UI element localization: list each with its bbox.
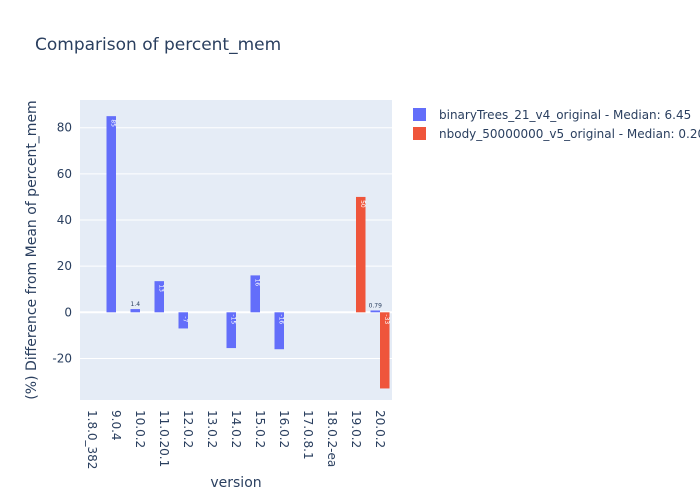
y-tick-label: 80: [57, 121, 72, 135]
bar-data-label: 0.79: [369, 302, 383, 309]
chart-title: Comparison of percent_mem: [35, 35, 281, 55]
bar-data-label: 16: [253, 279, 260, 287]
y-tick-label: 0: [64, 305, 72, 319]
x-tick-label: 19.0.2: [349, 410, 363, 448]
legend-label: nbody_50000000_v5_original - Median: 0.2…: [439, 127, 700, 141]
x-tick-label: 9.0.4: [109, 410, 123, 441]
bars: [106, 116, 390, 389]
x-tick-label: 12.0.2: [181, 410, 195, 448]
y-tick-label: 60: [57, 167, 72, 181]
bar[interactable]: [178, 312, 189, 329]
bar[interactable]: [226, 312, 237, 349]
legend[interactable]: binaryTrees_21_v4_original - Median: 6.4…: [413, 108, 700, 141]
legend-label: binaryTrees_21_v4_original - Median: 6.4…: [439, 108, 691, 122]
bar[interactable]: [370, 310, 381, 313]
bar[interactable]: [130, 309, 141, 313]
bar-data-label: 50: [359, 200, 366, 208]
legend-item[interactable]: nbody_50000000_v5_original - Median: 0.2…: [413, 127, 700, 141]
x-tick-label: 20.0.2: [373, 410, 387, 448]
bar[interactable]: [274, 312, 285, 350]
bar-data-label: -7: [181, 316, 188, 322]
bar[interactable]: [106, 116, 117, 313]
bar[interactable]: [250, 275, 261, 313]
x-tick-label: 11.0.20.1: [157, 410, 171, 467]
plot-background: [80, 100, 392, 400]
bar-data-label: 13: [157, 284, 164, 292]
y-tick-label: -20: [52, 351, 72, 365]
x-tick-label: 13.0.2: [205, 410, 219, 448]
x-tick-label: 15.0.2: [253, 410, 267, 448]
x-axis-title: version: [210, 475, 261, 491]
bar-data-label: -16: [277, 314, 284, 324]
y-axis-title: (%) Difference from Mean of percent_mem: [24, 100, 40, 399]
x-tick-labels: 1.8.0_382 9.0.4 10.0.2 11.0.20.1 12.0.2 13.0.…: [85, 410, 387, 469]
bar-data-label: 85: [109, 119, 116, 127]
x-tick-label: 16.0.2: [277, 410, 291, 448]
y-tick-label: 20: [57, 259, 72, 273]
x-tick-label: 14.0.2: [229, 410, 243, 448]
bar-data-label: -15: [229, 314, 236, 324]
y-tick-label: 40: [57, 213, 72, 227]
legend-swatch: [413, 108, 426, 121]
bar[interactable]: [380, 312, 390, 389]
bar-data-label: 1.4: [130, 301, 140, 308]
x-tick-label: 1.8.0_382: [85, 410, 99, 469]
legend-swatch: [413, 127, 426, 140]
bar-data-label: -33: [383, 314, 390, 324]
x-tick-label: 18.0.2-ea: [325, 410, 339, 467]
legend-item[interactable]: binaryTrees_21_v4_original - Median: 6.4…: [413, 108, 691, 122]
x-tick-label: 10.0.2: [133, 410, 147, 448]
x-tick-label: 17.0.8.1: [301, 410, 315, 460]
bar-labels: 85 1.4 13 -7 -15 16 -16 0.79 50 -33: [109, 119, 390, 324]
bar[interactable]: [356, 196, 366, 313]
bar[interactable]: [154, 281, 165, 313]
y-tick-labels: -20 0 20 40 60 80: [52, 121, 72, 366]
